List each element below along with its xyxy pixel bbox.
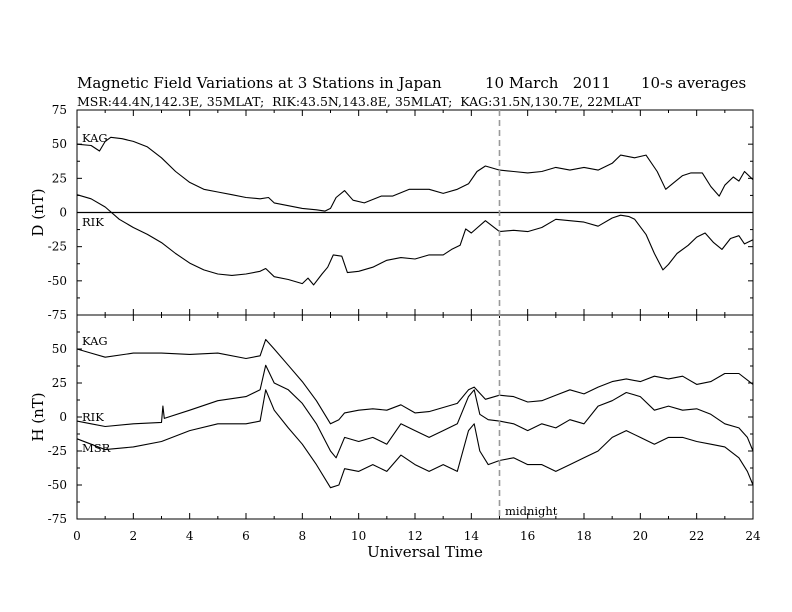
x-tick-label: 12 [407,529,422,543]
series-label-kag: KAG [82,131,108,145]
trace-d-rik [76,194,754,286]
y-tick-label: -75 [48,308,67,322]
y-tick-label: -25 [48,240,67,254]
x-tick-label: 0 [73,529,81,543]
x-tick-label: 6 [242,529,250,543]
x-tick-label: 10 [351,529,366,543]
x-axis: 0 2 4 6 8 10 12 14 16 18 20 22 24 [73,110,761,543]
y-tick-label: 50 [52,137,67,151]
y-tick-label: 75 [52,103,67,117]
h-component-panel: 50 25 0 -25 -50 -75 H (nT) KAG RIK MSR [29,314,754,526]
series-label-rik: RIK [82,215,104,229]
chart-averaging-note: 10-s averages [641,74,746,92]
series-label-msr: MSR [82,441,111,455]
y-axis-label-h: H (nT) [29,392,47,441]
y-tick-label: 0 [59,206,67,220]
chart-subtitle: MSR:44.4N,142.3E, 35MLAT; RIK:43.5N,143.… [77,94,641,109]
y-tick-label: 50 [52,342,67,356]
y-tick-label: -75 [48,512,67,526]
trace-h-kag [76,338,754,425]
y-tick-label: 0 [59,410,67,424]
chart-title: Magnetic Field Variations at 3 Stations … [77,74,442,92]
x-tick-label: 14 [464,529,480,543]
panel-h-frame [76,314,754,520]
x-tick-label: 20 [633,529,648,543]
x-tick-label: 8 [299,529,307,543]
x-axis-label: Universal Time [367,543,483,561]
x-tick-label: 4 [186,529,194,543]
trace-h-rik [76,364,754,459]
series-label-kag: KAG [82,334,108,348]
midnight-label: midnight [505,504,558,518]
x-tick-label: 22 [689,529,704,543]
y-tick-label: -50 [48,478,67,492]
y-axis-label-d: D (nT) [29,188,47,236]
x-tick-label: 2 [130,529,138,543]
y-tick-label: -25 [48,444,67,458]
x-tick-label: 18 [576,529,591,543]
trace-h-msr [76,389,754,489]
y-tick-label: -50 [48,274,67,288]
x-tick-label: 24 [745,529,761,543]
y-tick-label: 25 [52,376,67,390]
chart-date: 10 March 2011 [485,74,611,92]
series-label-rik: RIK [82,410,104,424]
trace-d-kag [76,136,754,212]
d-component-panel: 75 50 25 0 -25 -50 -75 D (nT) KAG RIK [29,103,754,322]
x-tick-label: 16 [520,529,535,543]
y-tick-label: 25 [52,171,67,185]
